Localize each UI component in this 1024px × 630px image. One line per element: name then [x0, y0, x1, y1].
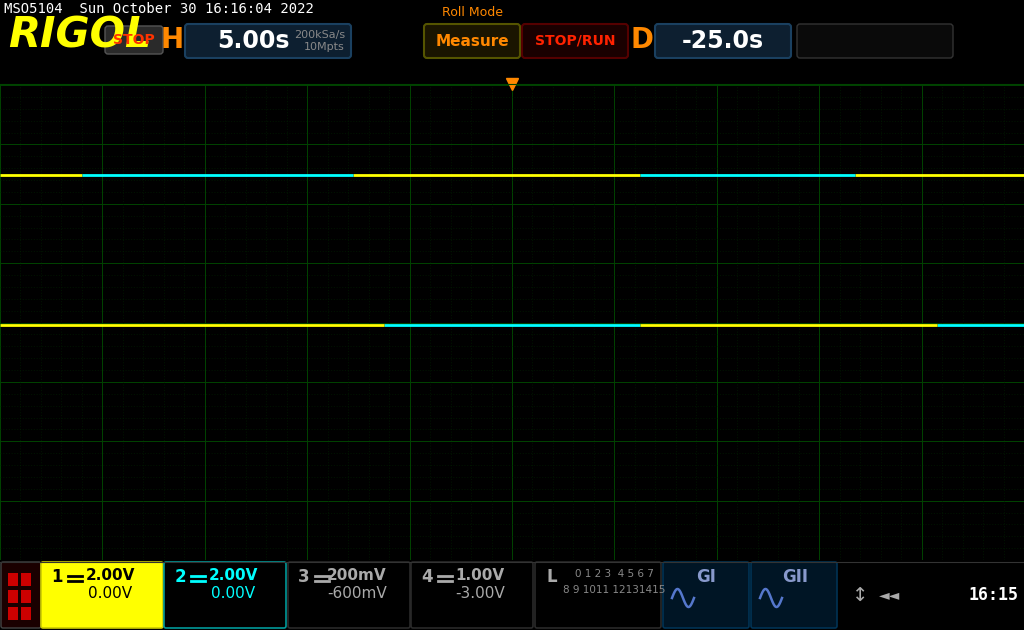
- Text: GI: GI: [696, 568, 716, 586]
- Text: 1: 1: [51, 568, 62, 586]
- FancyBboxPatch shape: [522, 24, 628, 58]
- FancyBboxPatch shape: [41, 562, 163, 628]
- Text: STOP: STOP: [113, 33, 155, 47]
- Text: 10Mpts: 10Mpts: [304, 42, 345, 52]
- Bar: [22, 590, 31, 603]
- Text: 2: 2: [174, 568, 185, 586]
- FancyBboxPatch shape: [105, 26, 163, 54]
- FancyBboxPatch shape: [185, 24, 351, 58]
- FancyBboxPatch shape: [535, 562, 662, 628]
- FancyBboxPatch shape: [424, 24, 520, 58]
- Text: RIGOL: RIGOL: [8, 14, 152, 56]
- Text: L: L: [547, 568, 557, 586]
- Text: 200mV: 200mV: [328, 568, 387, 583]
- FancyBboxPatch shape: [1, 562, 41, 628]
- Text: 0 1 2 3  4 5 6 7: 0 1 2 3 4 5 6 7: [574, 569, 653, 579]
- Text: ◄◄: ◄◄: [880, 588, 901, 602]
- Bar: [22, 573, 31, 586]
- Text: 5.00s: 5.00s: [217, 29, 289, 53]
- Text: 2.00V: 2.00V: [85, 568, 135, 583]
- Text: -3.00V: -3.00V: [455, 587, 505, 602]
- Text: 0.00V: 0.00V: [88, 587, 132, 602]
- Bar: [8, 590, 18, 603]
- Text: ↕: ↕: [852, 585, 868, 605]
- FancyBboxPatch shape: [655, 24, 791, 58]
- Text: 1.00V: 1.00V: [456, 568, 505, 583]
- FancyBboxPatch shape: [797, 24, 953, 58]
- FancyBboxPatch shape: [164, 562, 286, 628]
- FancyBboxPatch shape: [751, 562, 837, 628]
- FancyBboxPatch shape: [663, 562, 749, 628]
- Text: 8 9 1011 12131415: 8 9 1011 12131415: [563, 585, 666, 595]
- Text: Measure: Measure: [435, 33, 509, 49]
- Text: Roll Mode: Roll Mode: [441, 6, 503, 20]
- Text: GII: GII: [782, 568, 808, 586]
- Bar: [8, 607, 18, 620]
- Bar: [8, 573, 18, 586]
- Text: MSO5104  Sun October 30 16:16:04 2022: MSO5104 Sun October 30 16:16:04 2022: [4, 2, 314, 16]
- Text: 2.00V: 2.00V: [208, 568, 258, 583]
- Text: 3: 3: [298, 568, 310, 586]
- Text: STOP/RUN: STOP/RUN: [535, 34, 615, 48]
- FancyBboxPatch shape: [411, 562, 534, 628]
- Text: 4: 4: [421, 568, 433, 586]
- Text: -25.0s: -25.0s: [682, 29, 764, 53]
- Text: H: H: [161, 26, 183, 54]
- Text: 16:15: 16:15: [968, 586, 1018, 604]
- Text: D: D: [631, 26, 653, 54]
- FancyBboxPatch shape: [288, 562, 410, 628]
- Text: -600mV: -600mV: [327, 587, 387, 602]
- Text: 200kSa/s: 200kSa/s: [294, 30, 345, 40]
- Bar: [22, 607, 31, 620]
- Text: 0.00V: 0.00V: [211, 587, 255, 602]
